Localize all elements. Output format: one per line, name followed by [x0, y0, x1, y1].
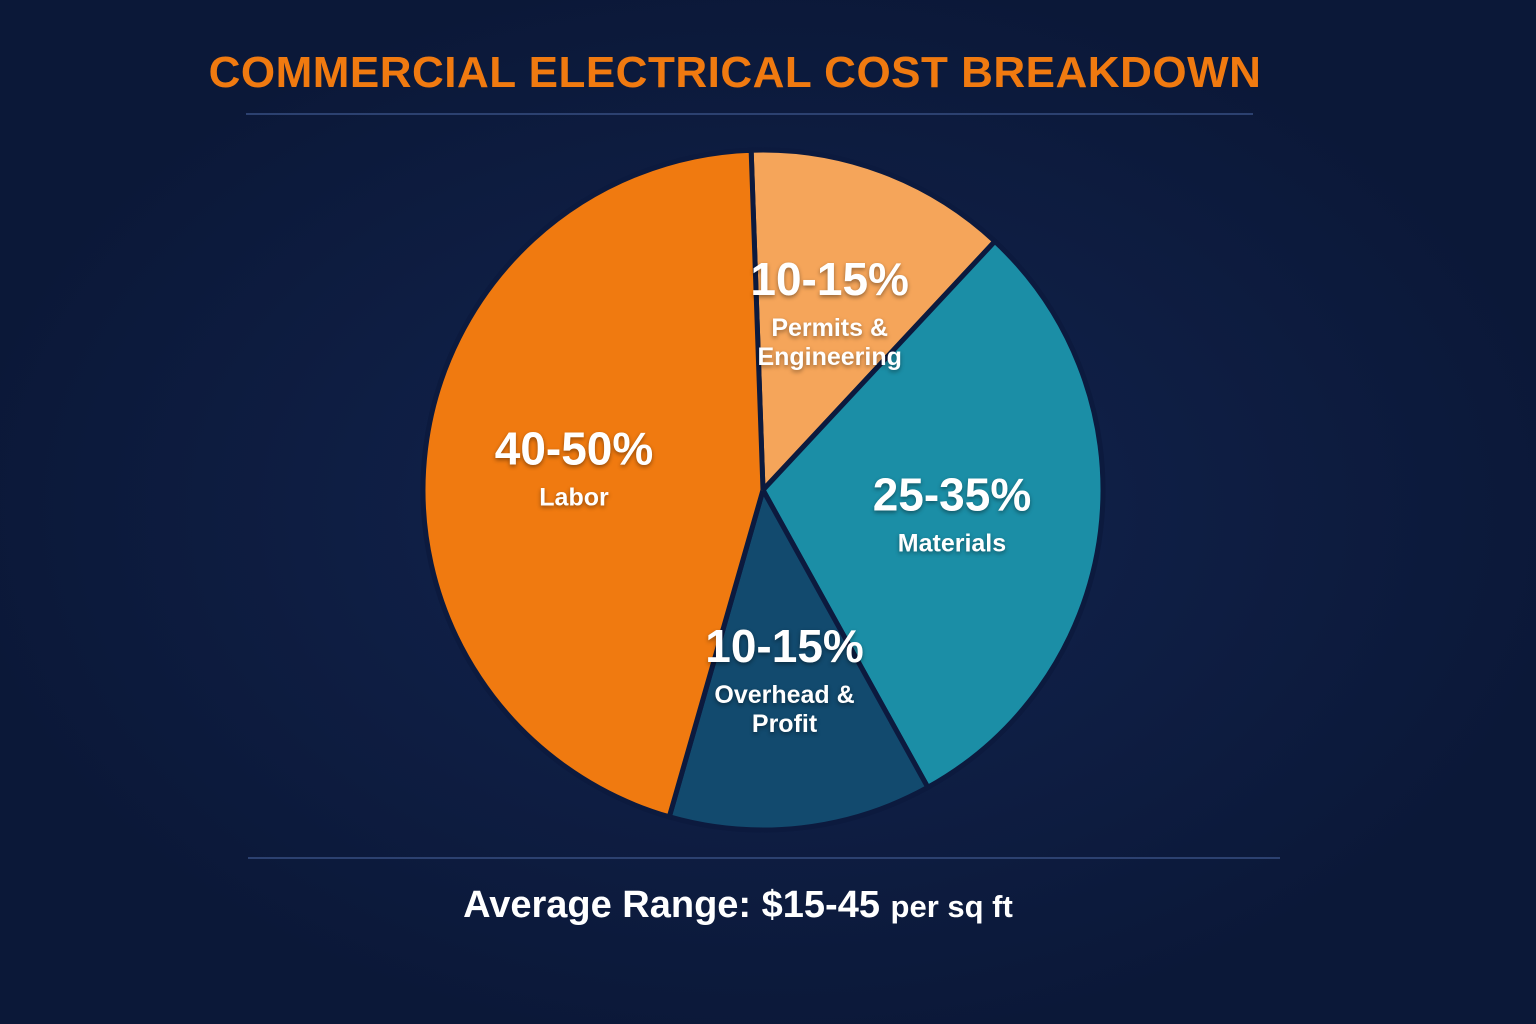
category-label: Materials: [897, 529, 1007, 558]
chart-title: COMMERCIAL ELECTRICAL COST BREAKDOWN: [208, 48, 1262, 97]
footer-unit: per sq ft: [890, 889, 1013, 924]
footer: Average Range: $15-45 per sq ft: [0, 884, 1476, 927]
pie-slice: [666, 483, 932, 833]
pie-slice: [420, 147, 766, 820]
pie-slice: [748, 147, 999, 497]
footer-label: Average Range:: [463, 884, 752, 926]
category-label: Permits & Engineering: [757, 313, 902, 371]
slice-label: 10-15% Overhead & Profit: [690, 619, 880, 739]
slice-label: 10-15% Permits & Engineering: [735, 252, 925, 372]
slice-label: 40-50% Labor: [495, 421, 654, 512]
value-label: 25-35%: [872, 468, 1032, 521]
divider: [246, 113, 1253, 115]
value-label: 10-15%: [705, 620, 864, 673]
slice-label: 25-35% Materials: [873, 468, 1032, 559]
value-label: 10-15%: [750, 252, 909, 305]
divider: [248, 857, 1280, 859]
pie-slice: [759, 237, 1106, 791]
value-label: 40-50%: [494, 422, 654, 475]
category-label: Overhead & Profit: [714, 681, 855, 739]
category-label: Labor: [539, 483, 609, 512]
footer-value: $15-45: [761, 884, 880, 926]
